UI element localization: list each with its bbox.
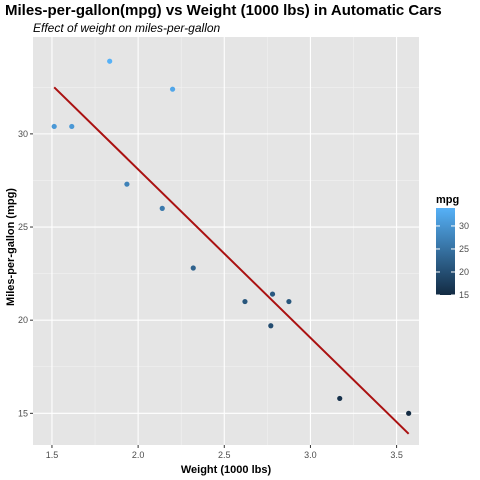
y-tick-label: 30 — [18, 129, 28, 139]
data-point — [169, 86, 176, 92]
chart-title: Miles-per-gallon(mpg) vs Weight (1000 lb… — [5, 2, 442, 19]
data-point — [269, 291, 276, 297]
x-axis-ticks: 1.5 2.0 2.5 3.0 3.5 — [46, 445, 403, 460]
x-tick-label: 1.5 — [46, 450, 59, 460]
trend-line — [53, 86, 410, 435]
x-tick-label: 2.5 — [218, 450, 231, 460]
data-point — [406, 410, 412, 416]
data-point — [107, 58, 113, 64]
data-point — [242, 298, 248, 305]
data-point — [268, 323, 274, 329]
y-tick-label: 15 — [18, 408, 28, 418]
legend-ticks: 15 20 25 30 — [436, 221, 469, 300]
data-point — [286, 298, 292, 305]
x-tick-label: 3.0 — [304, 450, 317, 460]
plot-panel — [33, 37, 419, 445]
legend-tick-label: 30 — [459, 221, 469, 231]
legend-tick-label: 15 — [459, 290, 469, 300]
legend-tick-label: 25 — [459, 244, 469, 254]
trend-layer — [53, 86, 410, 435]
y-tick-label: 20 — [18, 315, 28, 325]
data-point — [190, 265, 196, 271]
data-point — [337, 395, 343, 402]
x-axis-title: Weight (1000 lbs) — [181, 464, 272, 476]
points-layer — [51, 58, 412, 416]
grid-major — [33, 37, 419, 445]
data-point — [51, 123, 57, 130]
data-point — [159, 205, 165, 211]
color-legend: mpg 15 20 25 30 — [436, 194, 469, 300]
y-axis-ticks: 15 20 25 30 — [18, 129, 33, 418]
x-tick-label: 3.5 — [390, 450, 403, 460]
legend-tick-label: 20 — [459, 267, 469, 277]
grid-minor — [33, 37, 419, 445]
chart-subtitle: Effect of weight on miles-per-gallon — [33, 21, 221, 35]
x-tick-label: 2.0 — [132, 450, 145, 460]
y-tick-label: 25 — [18, 222, 28, 232]
data-point — [124, 181, 130, 187]
y-axis-title: Miles-per-gallon (mpg) — [5, 188, 17, 306]
legend-title: mpg — [436, 194, 459, 206]
legend-colorbar — [436, 208, 455, 295]
data-point — [69, 123, 75, 130]
